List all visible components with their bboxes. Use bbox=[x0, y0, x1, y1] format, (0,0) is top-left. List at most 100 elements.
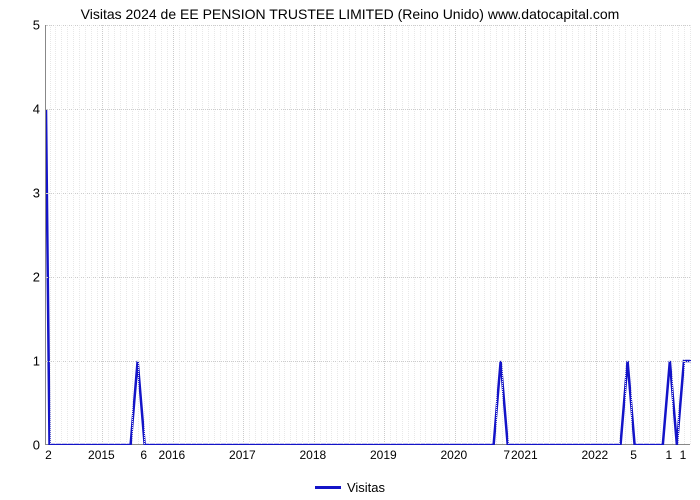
grid-line-v-minor bbox=[396, 25, 397, 444]
data-point-label: 5 bbox=[630, 448, 637, 462]
grid-line-v-minor bbox=[608, 25, 609, 444]
grid-line-v-minor bbox=[378, 25, 379, 444]
x-tick-label: 2015 bbox=[88, 448, 115, 462]
grid-line-v-minor bbox=[61, 25, 62, 444]
grid-line-v-minor bbox=[484, 25, 485, 444]
grid-line-v-minor bbox=[425, 25, 426, 444]
grid-line-v-minor bbox=[619, 25, 620, 444]
grid-line-v bbox=[455, 25, 456, 444]
grid-line-v-minor bbox=[349, 25, 350, 444]
grid-line-v-minor bbox=[149, 25, 150, 444]
y-tick-label: 0 bbox=[10, 438, 40, 453]
grid-line-v-minor bbox=[367, 25, 368, 444]
grid-line-v-minor bbox=[584, 25, 585, 444]
grid-line-v-minor bbox=[578, 25, 579, 444]
grid-line-v-minor bbox=[97, 25, 98, 444]
grid-line-v-minor bbox=[120, 25, 121, 444]
grid-line-v-minor bbox=[290, 25, 291, 444]
grid-line-v-minor bbox=[660, 25, 661, 444]
grid-line-v-minor bbox=[284, 25, 285, 444]
grid-line-v-minor bbox=[655, 25, 656, 444]
x-tick-label: 2020 bbox=[440, 448, 467, 462]
grid-line-v-minor bbox=[572, 25, 573, 444]
grid-line-v-minor bbox=[302, 25, 303, 444]
y-tick-label: 4 bbox=[10, 102, 40, 117]
chart-container: Visitas 2024 de EE PENSION TRUSTEE LIMIT… bbox=[0, 0, 700, 500]
y-tick-label: 3 bbox=[10, 186, 40, 201]
grid-line-v-minor bbox=[431, 25, 432, 444]
grid-line-v-minor bbox=[337, 25, 338, 444]
grid-line-v-minor bbox=[208, 25, 209, 444]
grid-line-v-minor bbox=[502, 25, 503, 444]
grid-line-v-minor bbox=[343, 25, 344, 444]
grid-line-v-minor bbox=[472, 25, 473, 444]
grid-line-v-minor bbox=[114, 25, 115, 444]
grid-line-v-minor bbox=[414, 25, 415, 444]
x-tick-label: 2021 bbox=[511, 448, 538, 462]
grid-line-v-minor bbox=[649, 25, 650, 444]
grid-line-v-minor bbox=[478, 25, 479, 444]
grid-line-v-minor bbox=[331, 25, 332, 444]
y-tick-label: 5 bbox=[10, 18, 40, 33]
grid-line-v-minor bbox=[185, 25, 186, 444]
grid-line-v-minor bbox=[537, 25, 538, 444]
grid-line-v-minor bbox=[55, 25, 56, 444]
grid-line-v-minor bbox=[408, 25, 409, 444]
grid-line-v-minor bbox=[566, 25, 567, 444]
grid-line-v-minor bbox=[67, 25, 68, 444]
grid-line-v-minor bbox=[361, 25, 362, 444]
x-tick-label: 2019 bbox=[370, 448, 397, 462]
grid-line-v-minor bbox=[555, 25, 556, 444]
grid-line-v-minor bbox=[514, 25, 515, 444]
grid-line-v-minor bbox=[508, 25, 509, 444]
grid-line-v-minor bbox=[226, 25, 227, 444]
grid-line-v-minor bbox=[543, 25, 544, 444]
grid-line-v-minor bbox=[490, 25, 491, 444]
grid-line-v-minor bbox=[308, 25, 309, 444]
x-tick-label: 2016 bbox=[159, 448, 186, 462]
grid-line-v-minor bbox=[672, 25, 673, 444]
grid-line-v-minor bbox=[443, 25, 444, 444]
grid-line-v-minor bbox=[138, 25, 139, 444]
grid-line-v bbox=[384, 25, 385, 444]
grid-line-v-minor bbox=[261, 25, 262, 444]
grid-line-v-minor bbox=[249, 25, 250, 444]
grid-line-v-minor bbox=[238, 25, 239, 444]
grid-line-v-minor bbox=[355, 25, 356, 444]
grid-line-v-minor bbox=[625, 25, 626, 444]
data-point-label: 1 bbox=[680, 448, 687, 462]
legend-swatch bbox=[315, 486, 341, 489]
grid-line-v-minor bbox=[613, 25, 614, 444]
grid-line-v bbox=[596, 25, 597, 444]
legend-label: Visitas bbox=[347, 480, 385, 495]
grid-line-v-minor bbox=[549, 25, 550, 444]
grid-line-v-minor bbox=[449, 25, 450, 444]
grid-line-v-minor bbox=[155, 25, 156, 444]
grid-line-v bbox=[525, 25, 526, 444]
grid-line-v-minor bbox=[320, 25, 321, 444]
grid-line-v-minor bbox=[590, 25, 591, 444]
grid-line-v-minor bbox=[678, 25, 679, 444]
chart-title: Visitas 2024 de EE PENSION TRUSTEE LIMIT… bbox=[0, 6, 700, 22]
grid-line-v-minor bbox=[108, 25, 109, 444]
grid-line-v-minor bbox=[191, 25, 192, 444]
grid-line-v-minor bbox=[144, 25, 145, 444]
grid-line-v-minor bbox=[296, 25, 297, 444]
legend-item: Visitas bbox=[315, 480, 385, 495]
grid-line-v-minor bbox=[519, 25, 520, 444]
y-tick-label: 1 bbox=[10, 354, 40, 369]
grid-line-v-minor bbox=[561, 25, 562, 444]
data-point-label: 6 bbox=[140, 448, 147, 462]
grid-line-v-minor bbox=[402, 25, 403, 444]
grid-line-v-minor bbox=[461, 25, 462, 444]
grid-line-v-minor bbox=[255, 25, 256, 444]
grid-line-v-minor bbox=[50, 25, 51, 444]
data-point-label: 7 bbox=[503, 448, 510, 462]
grid-line-v-minor bbox=[467, 25, 468, 444]
grid-line-v-minor bbox=[232, 25, 233, 444]
grid-line-v-minor bbox=[390, 25, 391, 444]
grid-line-v bbox=[243, 25, 244, 444]
grid-line-v-minor bbox=[273, 25, 274, 444]
chart-legend: Visitas bbox=[0, 476, 700, 495]
grid-line-v-minor bbox=[126, 25, 127, 444]
